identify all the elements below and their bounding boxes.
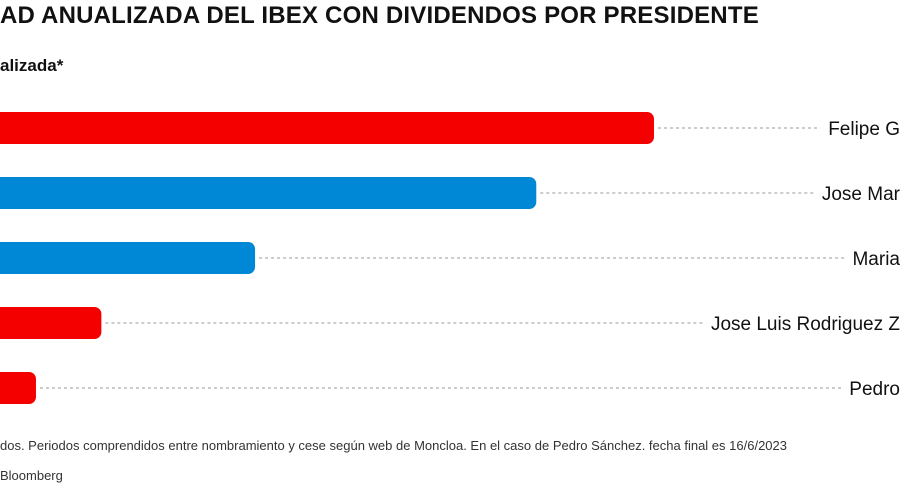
chart-title: AD ANUALIZADA DEL IBEX CON DIVIDENDOS PO…: [0, 2, 759, 29]
category-label-1: Jose Mar: [822, 184, 900, 205]
bar-0: [0, 112, 654, 144]
category-label-3: Jose Luis Rodriguez Z: [711, 314, 900, 335]
bar-chart: Felipe G Jose Mar Maria Jose Luis Rodriguez…: [0, 112, 900, 404]
bar-1: [0, 177, 537, 209]
chart-subtitle: alizada*: [0, 56, 64, 75]
footnote: dos. Periodos comprendidos entre nombram…: [0, 438, 787, 453]
bar-2: [0, 242, 256, 274]
category-label-2: Maria: [852, 249, 900, 270]
source-line: Bloomberg: [0, 468, 63, 483]
bar-4: [0, 372, 36, 404]
category-label-4: Pedro: [849, 379, 900, 400]
bar-3: [0, 307, 102, 339]
category-label-0: Felipe G: [828, 119, 900, 140]
